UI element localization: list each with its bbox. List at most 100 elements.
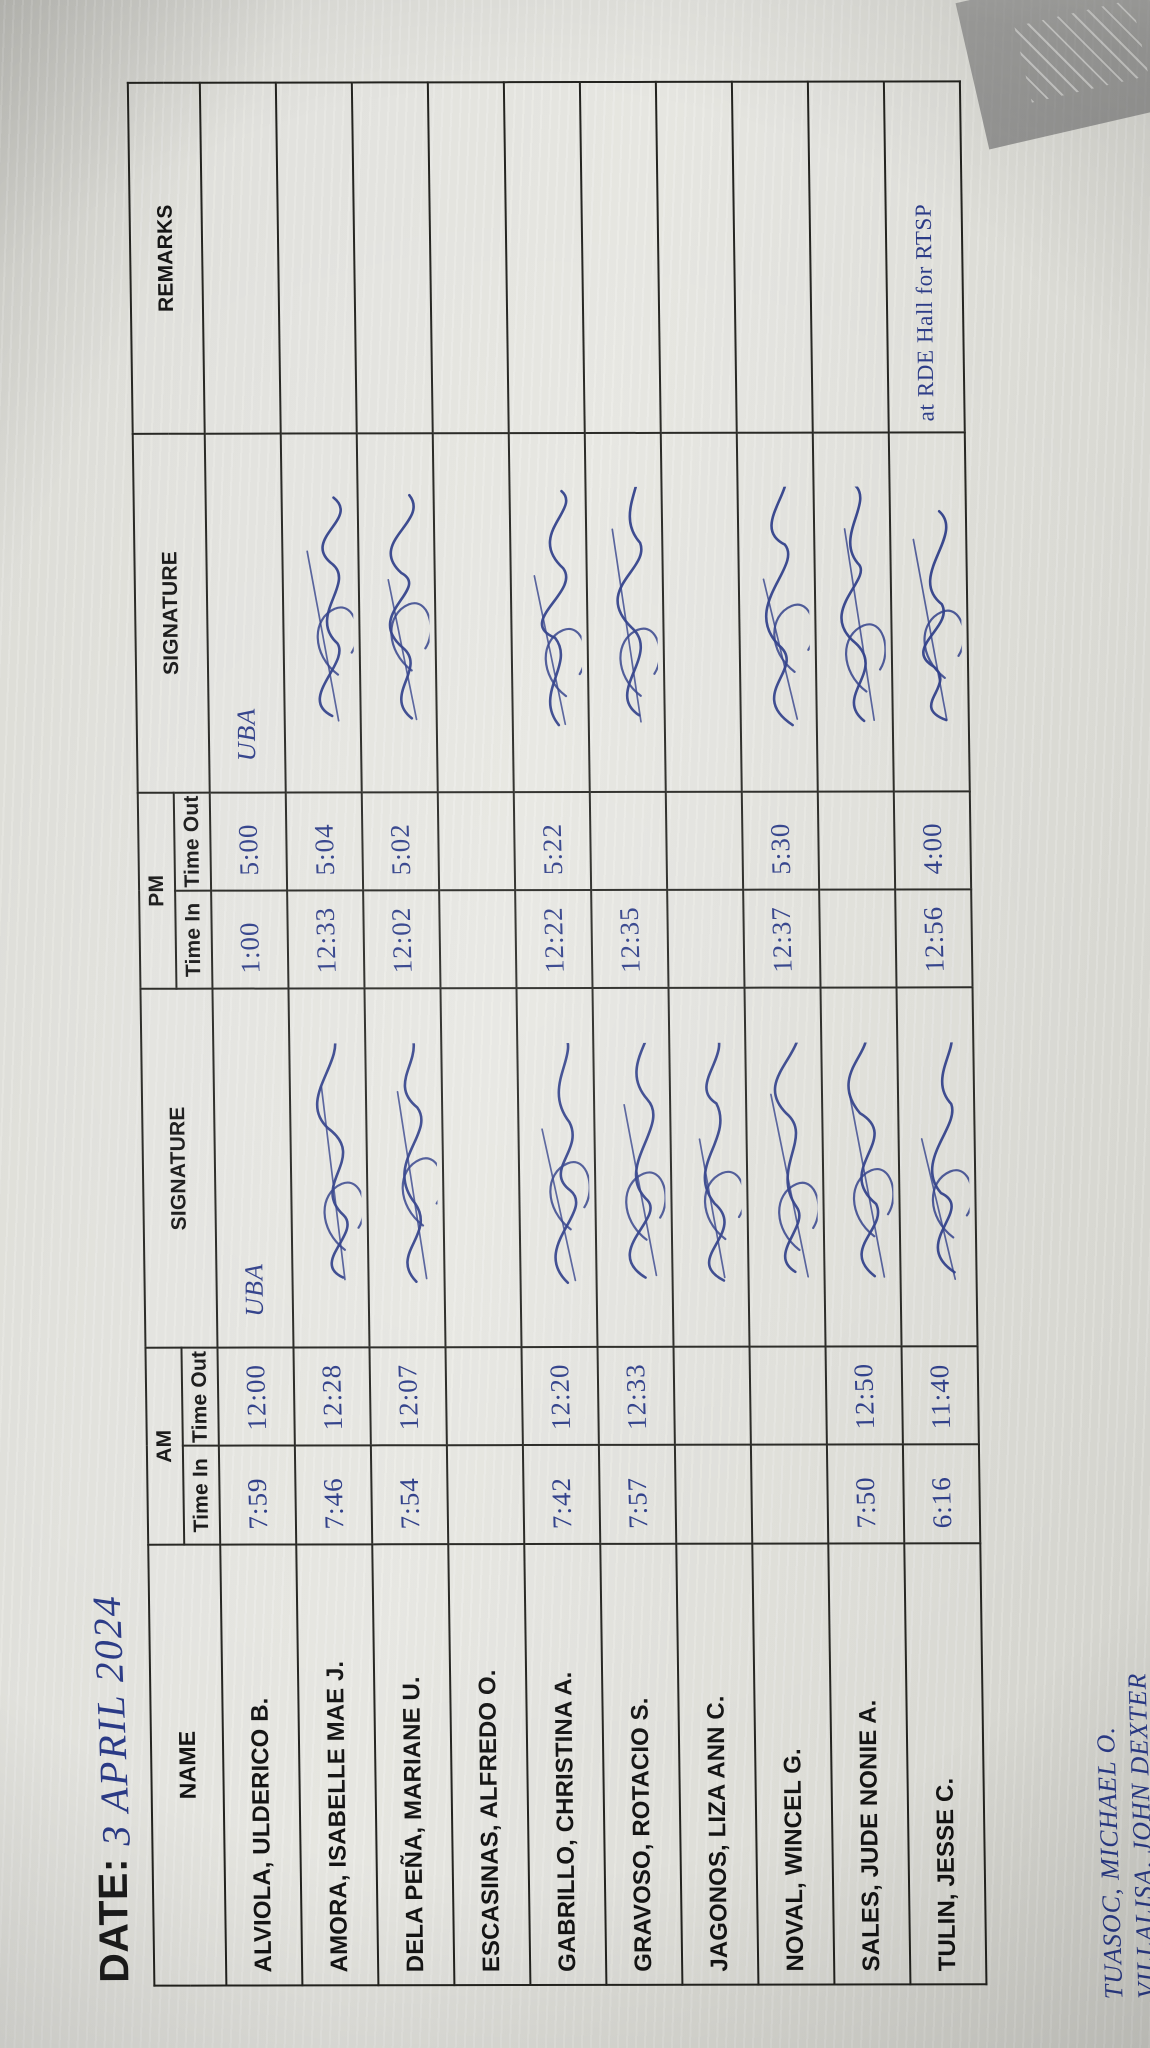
cell-am-time-in[interactable] [446, 1445, 525, 1544]
cell-pm-time-in[interactable] [439, 890, 517, 989]
cell-pm-time-out[interactable]: 5:02 [361, 791, 440, 891]
cell-pm-time-in[interactable]: 12:37 [743, 889, 821, 989]
cell-am-signature[interactable] [592, 988, 674, 1348]
time-value: 12:28 [315, 1364, 348, 1432]
cell-pm-signature[interactable]: UBA [204, 433, 286, 793]
cell-pm-time-out[interactable] [589, 791, 668, 891]
cell-pm-time-in[interactable]: 1:00 [211, 890, 289, 989]
cell-pm-signature[interactable] [280, 433, 362, 793]
signature-mark [898, 989, 977, 1346]
cell-remarks[interactable]: at RDE Hall for RTSP [883, 81, 965, 433]
cell-pm-signature[interactable] [888, 432, 970, 792]
time-value: 11:40 [923, 1364, 956, 1431]
time-value: 12:07 [391, 1363, 424, 1432]
cell-pm-time-in[interactable]: 12:35 [591, 889, 669, 989]
cell-am-time-out[interactable]: 12:50 [825, 1346, 903, 1446]
cell-am-time-in[interactable]: 7:54 [370, 1445, 449, 1545]
cell-pm-time-in[interactable]: 12:02 [363, 890, 441, 989]
table-row: SALES, JUDE NONIE A. 7:50 12:50 [807, 81, 911, 1985]
col-header-pm-time-in: Time In [175, 890, 213, 990]
cell-am-time-out[interactable]: 12:00 [217, 1347, 295, 1447]
cell-am-time-out[interactable] [749, 1346, 827, 1446]
table-row: DELA PEÑA, MARIANE U. 7:54 12:07 12:02 5:02 [351, 82, 455, 1986]
time-value: 7:57 [621, 1476, 653, 1529]
cell-pm-signature[interactable] [660, 432, 742, 792]
cell-pm-time-in[interactable] [819, 889, 897, 988]
time-value: 12:02 [385, 906, 418, 974]
cell-am-signature[interactable] [744, 987, 826, 1347]
cell-pm-time-out[interactable]: 5:30 [741, 791, 820, 890]
time-value: 12:22 [537, 906, 570, 974]
cell-pm-time-out[interactable] [665, 791, 744, 890]
cell-am-signature[interactable] [288, 988, 370, 1348]
col-header-am: AM [145, 1347, 185, 1545]
cell-am-time-in[interactable]: 7:59 [218, 1445, 297, 1545]
table-row: GABRILLO, CHRISTINA A. 7:42 12:20 12:22 5:2… [503, 82, 607, 1986]
cell-am-time-in[interactable]: 7:42 [522, 1445, 601, 1544]
signature-mark [746, 989, 825, 1346]
signature-mark [814, 433, 893, 790]
cell-pm-time-out[interactable] [817, 791, 896, 890]
cell-pm-signature[interactable] [432, 433, 514, 792]
cell-am-time-out[interactable]: 11:40 [901, 1346, 979, 1445]
cell-am-signature[interactable]: UBA [212, 988, 294, 1348]
cell-pm-time-out[interactable] [437, 791, 516, 891]
cell-am-time-out[interactable]: 12:33 [597, 1346, 675, 1446]
cell-remarks[interactable] [199, 82, 281, 434]
cell-am-signature[interactable] [516, 988, 598, 1348]
time-value: 12:56 [917, 905, 950, 974]
col-header-am-signature: SIGNATURE [140, 988, 218, 1348]
signature-mark [518, 989, 597, 1346]
cell-am-signature[interactable] [896, 987, 978, 1347]
time-value: 7:50 [849, 1475, 881, 1529]
cell-pm-signature[interactable] [356, 433, 438, 793]
col-header-am-time-out: Time Out [181, 1347, 219, 1447]
cell-am-time-out[interactable] [673, 1346, 751, 1446]
cell-am-time-out[interactable]: 12:07 [369, 1347, 447, 1446]
cell-remarks[interactable] [579, 81, 661, 433]
cell-am-signature[interactable] [440, 988, 522, 1348]
cell-pm-signature[interactable] [508, 432, 590, 792]
signature-mark [289, 990, 368, 1347]
attendance-table: NAME AM SIGNATURE PM SIGNATURE REMARKS T… [126, 80, 988, 1987]
time-value: 7:46 [317, 1476, 349, 1530]
cell-am-signature[interactable] [668, 988, 750, 1347]
cell-pm-time-out[interactable]: 5:22 [513, 791, 592, 891]
cell-pm-time-in[interactable]: 12:33 [287, 890, 365, 989]
cell-pm-signature[interactable] [812, 432, 894, 792]
cell-remarks[interactable] [275, 82, 357, 434]
cell-am-time-in[interactable] [750, 1445, 829, 1544]
cell-pm-signature[interactable] [736, 432, 818, 792]
cell-pm-time-in[interactable]: 12:22 [515, 890, 593, 989]
table-row: NOVAL, WINCEL G. 12:37 5:30 [731, 81, 835, 1985]
cell-am-time-out[interactable]: 12:28 [293, 1347, 371, 1446]
cell-remarks[interactable] [503, 82, 585, 434]
cell-pm-time-out[interactable]: 5:00 [209, 792, 288, 891]
cell-remarks[interactable] [427, 82, 509, 434]
cell-am-signature[interactable] [364, 988, 446, 1348]
cell-am-time-in[interactable]: 7:46 [294, 1445, 373, 1545]
cell-remarks[interactable] [731, 81, 813, 433]
signature-mark [594, 989, 673, 1346]
cell-pm-signature[interactable] [584, 432, 666, 792]
cell-am-time-in[interactable]: 6:16 [902, 1444, 981, 1544]
cell-am-time-in[interactable]: 7:57 [598, 1445, 677, 1544]
cell-am-time-out[interactable]: 12:20 [521, 1347, 599, 1446]
cell-remarks[interactable] [655, 81, 737, 433]
cell-remarks[interactable] [807, 81, 889, 433]
signature-mark [738, 434, 817, 791]
employee-name: SALES, JUDE NONIE A. [854, 1699, 886, 1972]
time-value: 12:00 [239, 1364, 272, 1432]
cell-am-signature[interactable] [820, 987, 902, 1347]
cell-remarks[interactable] [351, 82, 433, 434]
time-value: 5:00 [232, 823, 264, 876]
cell-pm-time-in[interactable]: 12:56 [895, 889, 973, 988]
cell-pm-time-in[interactable] [667, 889, 745, 989]
cell-pm-time-out[interactable]: 4:00 [893, 791, 972, 890]
cell-pm-time-out[interactable]: 5:04 [285, 792, 364, 891]
cell-am-time-in[interactable] [674, 1445, 753, 1544]
cell-am-time-in[interactable]: 7:50 [826, 1444, 905, 1544]
signature-mark [366, 990, 445, 1347]
time-value: 12:50 [847, 1363, 880, 1431]
cell-am-time-out[interactable] [445, 1347, 523, 1446]
